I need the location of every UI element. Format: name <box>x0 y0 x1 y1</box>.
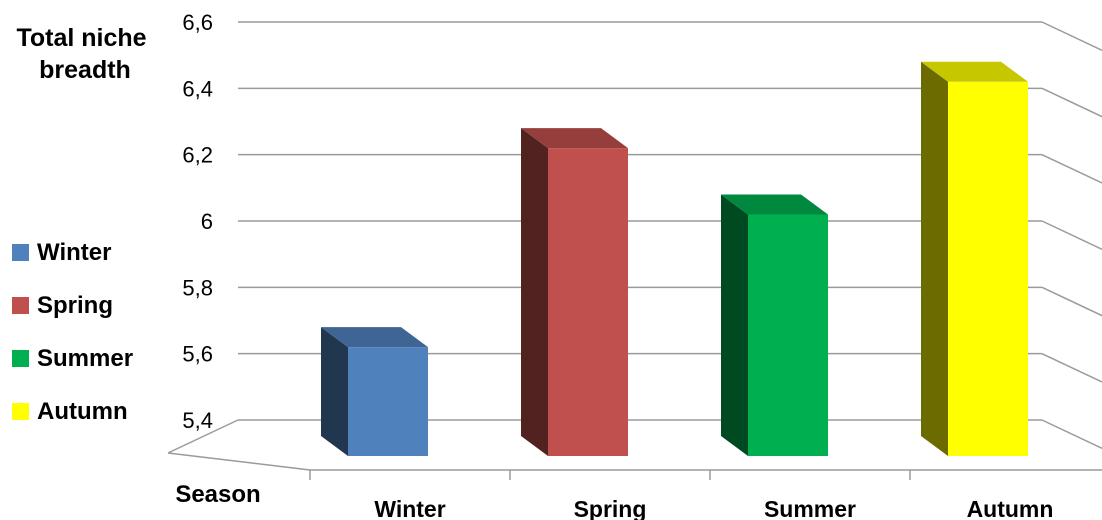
x-tick-label: Spring <box>574 496 647 520</box>
x-axis-title: Season <box>175 481 260 508</box>
bar-top-face <box>721 194 828 215</box>
y-tick-label: 5,4 <box>182 408 213 433</box>
bar-front-face <box>548 148 628 456</box>
y-tick-label: 5,8 <box>182 275 213 300</box>
bar-front-face <box>748 214 828 456</box>
bar-winter <box>321 327 428 456</box>
x-tick-label: Autumn <box>967 496 1054 520</box>
legend-item-winter: Winter <box>12 226 133 279</box>
bar-top-face <box>521 128 628 149</box>
y-axis-title-line-1: Total niche <box>16 24 146 52</box>
y-tick-label: 6 <box>201 209 213 234</box>
x-tick-label: Summer <box>764 496 856 520</box>
gridline-side <box>1041 21 1102 52</box>
bar-side-face <box>921 61 948 457</box>
legend-swatch <box>12 403 29 420</box>
gridline-side <box>1041 87 1102 118</box>
gridline-side <box>1041 419 1102 450</box>
bar-front-face <box>948 81 1028 457</box>
bar-summer <box>721 194 828 456</box>
bars <box>321 61 1028 457</box>
legend-swatch <box>12 350 29 367</box>
floor-left-edge <box>167 419 239 454</box>
x-tick-label: Winter <box>374 496 445 520</box>
bar-spring <box>521 128 628 456</box>
legend-swatch <box>12 244 29 261</box>
legend: Winter Spring Summer Autumn <box>12 226 133 438</box>
bar-front-face <box>348 347 428 456</box>
bar-top-face <box>921 61 1028 82</box>
bar-side-face <box>321 327 348 456</box>
y-tick-label: 5,6 <box>182 342 213 367</box>
gridline-side <box>1041 286 1102 317</box>
y-tick-label: 6,6 <box>182 10 213 35</box>
legend-label: Spring <box>37 291 113 319</box>
gridline-side <box>1041 220 1102 251</box>
bar-side-face <box>521 128 548 456</box>
bar-side-face <box>721 194 748 456</box>
legend-item-summer: Summer <box>12 332 133 385</box>
gridline-side <box>1041 153 1102 184</box>
legend-label: Summer <box>37 344 134 372</box>
legend-item-spring: Spring <box>12 279 133 332</box>
legend-swatch <box>12 297 29 314</box>
gridline-side <box>1041 352 1102 383</box>
y-axis-title: Total niche breadth <box>16 24 153 84</box>
legend-label: Autumn <box>37 397 128 425</box>
legend-item-autumn: Autumn <box>12 385 133 438</box>
legend-label: Winter <box>37 238 112 266</box>
y-tick-label: 6,2 <box>182 143 213 168</box>
bar-top-face <box>321 327 428 348</box>
y-axis-title-line-2: breadth <box>39 56 131 84</box>
y-tick-label: 6,4 <box>182 76 213 101</box>
floor-front-left <box>167 452 311 471</box>
y-tick-labels: 5,4 5,6 5,8 6 6,2 6,4 6,6 <box>182 10 213 433</box>
bar-autumn <box>921 61 1028 457</box>
x-tick-labels: Winter Spring Summer Autumn <box>374 496 1053 520</box>
